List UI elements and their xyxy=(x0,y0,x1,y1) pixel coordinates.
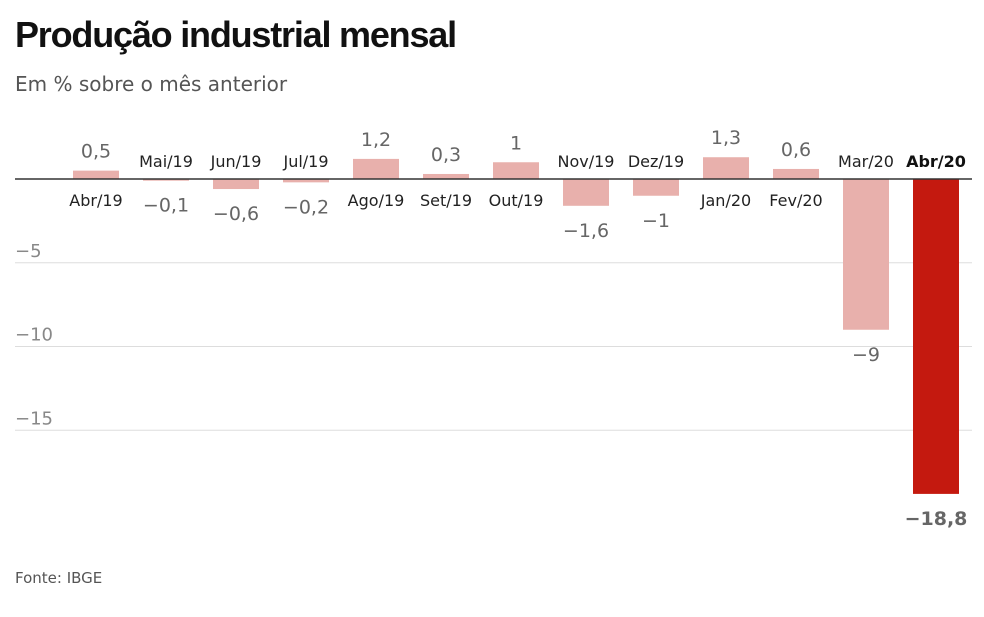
category-label: Dez/19 xyxy=(628,152,684,171)
source-note: Fonte: IBGE xyxy=(15,569,103,587)
category-label: Jul/19 xyxy=(282,152,328,171)
bar xyxy=(633,179,679,196)
y-tick-label: −10 xyxy=(15,325,53,346)
bar xyxy=(703,157,749,179)
bar xyxy=(143,179,189,181)
value-label: −0,6 xyxy=(213,203,259,225)
bar xyxy=(913,179,959,494)
category-label: Abr/20 xyxy=(906,152,966,171)
category-label: Abr/19 xyxy=(69,191,122,210)
category-label: Jan/20 xyxy=(700,191,751,210)
category-label: Fev/20 xyxy=(769,191,822,210)
value-label: 0,5 xyxy=(81,141,111,163)
y-tick-label: −5 xyxy=(15,241,42,262)
category-label: Mai/19 xyxy=(139,152,193,171)
value-label: −0,1 xyxy=(143,195,189,217)
gridlines: −5 −10 −15 xyxy=(15,241,972,431)
chart-subtitle: Em % sobre o mês anterior xyxy=(15,72,288,96)
value-label: −18,8 xyxy=(905,508,968,530)
bar-chart: −5 −10 −15 Abr/19 0,5 Mai/19 −0,1 Jun/19 −0,6 Ju… xyxy=(15,127,972,530)
category-label: Set/19 xyxy=(420,191,472,210)
value-label: −1,6 xyxy=(563,220,609,242)
category-label: Out/19 xyxy=(489,191,544,210)
value-label: 1,3 xyxy=(711,127,741,149)
bar xyxy=(493,162,539,179)
y-tick-label: −15 xyxy=(15,408,53,429)
value-label: −9 xyxy=(852,344,880,366)
labels: Abr/19 0,5 Mai/19 −0,1 Jun/19 −0,6 Jul/19 −0,2 A… xyxy=(69,127,967,530)
bar xyxy=(423,173,469,179)
bar xyxy=(563,179,609,206)
value-label: −1 xyxy=(642,210,670,232)
bar xyxy=(773,168,819,179)
bars xyxy=(73,157,959,494)
value-label: −0,2 xyxy=(283,196,329,218)
category-label: Jun/19 xyxy=(210,152,262,171)
value-label: 1 xyxy=(510,132,522,154)
value-label: 0,3 xyxy=(431,144,461,166)
chart-title: Produção industrial mensal xyxy=(15,14,457,55)
value-label: 1,2 xyxy=(361,129,391,151)
bar xyxy=(283,179,329,183)
category-label: Nov/19 xyxy=(558,152,615,171)
category-label: Mar/20 xyxy=(838,152,894,171)
bar xyxy=(73,170,119,179)
bar xyxy=(843,179,889,330)
value-label: 0,6 xyxy=(781,139,811,161)
bar xyxy=(353,158,399,179)
bar xyxy=(213,179,259,190)
category-label: Ago/19 xyxy=(348,191,405,210)
